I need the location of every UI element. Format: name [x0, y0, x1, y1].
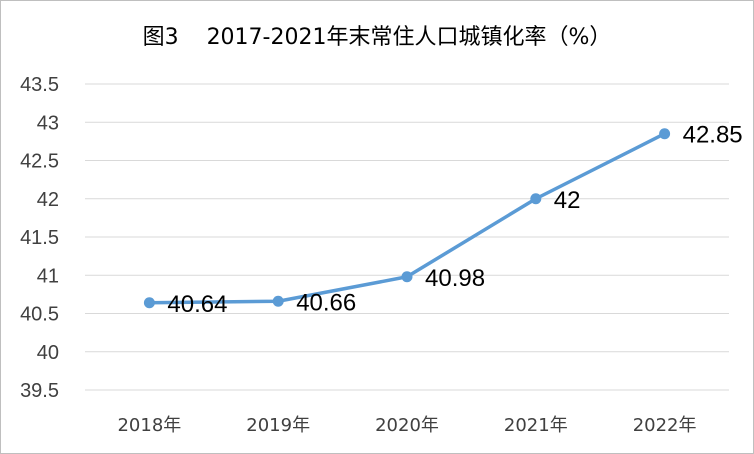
y-tick-label: 42 [37, 189, 59, 211]
data-label: 42.85 [683, 122, 743, 149]
data-label: 40.98 [425, 265, 485, 292]
data-label: 42 [554, 187, 581, 214]
data-point [530, 193, 542, 205]
y-tick-label: 43 [37, 112, 59, 134]
data-point [272, 295, 284, 307]
y-tick-label: 39.5 [20, 380, 59, 402]
y-tick-label: 43.5 [20, 74, 59, 96]
x-tick-label: 2020年 [375, 415, 439, 436]
data-labels: 40.64 40.66 40.98 42 42.85 [167, 122, 742, 318]
axes: 39.5 40 40.5 41 41.5 42 42.5 43 43.5 2018年 2019年 20… [20, 74, 696, 436]
x-tick-label: 2021年 [504, 415, 568, 436]
data-point [401, 271, 413, 283]
gridlines [85, 83, 729, 391]
x-tick-label: 2018年 [117, 415, 181, 436]
chart-title: 图3 2017-2021年末常住人口城镇化率（%） [142, 25, 612, 50]
y-tick-label: 41.5 [20, 227, 59, 249]
y-tick-label: 40 [37, 342, 59, 364]
x-tick-label: 2022年 [633, 415, 697, 436]
data-label: 40.66 [296, 289, 356, 316]
data-label: 40.64 [167, 291, 227, 318]
data-point [659, 128, 671, 140]
data-point [143, 297, 155, 309]
y-tick-label: 40.5 [20, 304, 59, 326]
data-points [143, 128, 671, 309]
x-tick-label: 2019年 [246, 415, 310, 436]
y-tick-label: 41 [37, 265, 59, 287]
y-tick-label: 42.5 [20, 151, 59, 173]
